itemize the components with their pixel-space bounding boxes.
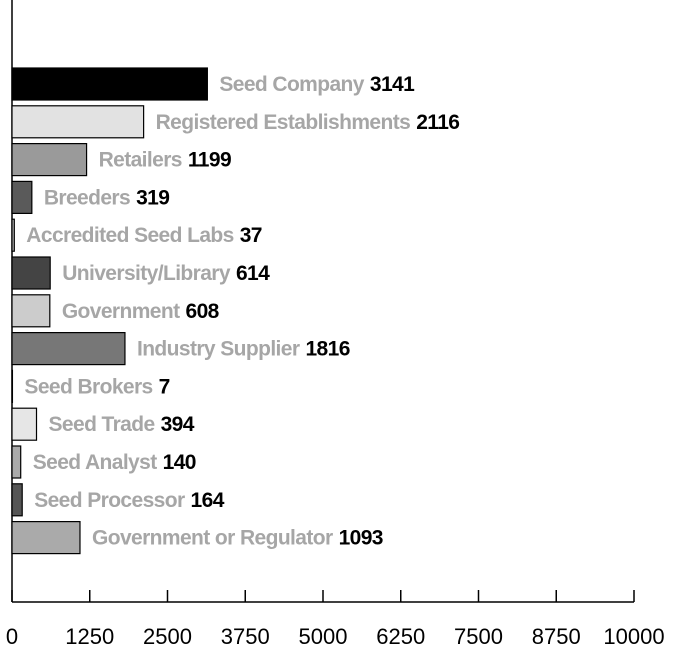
- bar: [11, 294, 51, 328]
- category-label: Accredited Seed Labs: [26, 224, 233, 247]
- x-tick-label: 8750: [532, 624, 581, 649]
- bar: [11, 445, 22, 479]
- bar: [11, 256, 51, 290]
- value-label: 140: [163, 451, 196, 474]
- category-label: Government or Regulator: [92, 526, 333, 549]
- bar-label: University/Library 614: [62, 262, 270, 285]
- value-label: 1199: [188, 148, 231, 171]
- bar-label: Government or Regulator 1093: [92, 526, 383, 549]
- bar-label: Seed Company 3141: [219, 73, 415, 96]
- category-label: Seed Processor: [34, 488, 185, 511]
- x-tick-label: 2500: [143, 624, 192, 649]
- x-tick-label: 6250: [376, 624, 425, 649]
- bar: [11, 483, 23, 517]
- x-tick-label: 5000: [299, 624, 348, 649]
- bar-label: Seed Processor 164: [34, 488, 225, 511]
- category-label: Government: [62, 299, 180, 322]
- bar: [11, 407, 38, 441]
- bar: [11, 67, 208, 101]
- value-label: 7: [159, 375, 170, 398]
- category-label: Seed Trade: [49, 413, 155, 436]
- x-tick-label: 0: [6, 624, 18, 649]
- category-label: Registered Establishments: [156, 110, 411, 133]
- x-tick-label: 7500: [454, 624, 503, 649]
- bar-label: Accredited Seed Labs 37: [26, 224, 262, 247]
- x-tick-label: 3750: [221, 624, 270, 649]
- bar-label: Seed Analyst 140: [33, 451, 196, 474]
- value-label: 319: [136, 186, 169, 209]
- bar-label: Breeders 319: [44, 186, 170, 209]
- bar-label: Seed Trade 394: [49, 413, 195, 436]
- value-label: 164: [191, 488, 225, 511]
- category-label: University/Library: [62, 262, 231, 285]
- bar-label: Industry Supplier 1816: [137, 337, 350, 360]
- value-label: 1816: [305, 337, 349, 360]
- x-tick-label: 10000: [603, 624, 664, 649]
- value-label: 608: [186, 299, 220, 322]
- category-label: Seed Company: [219, 73, 364, 96]
- value-label: 614: [236, 262, 270, 285]
- category-label: Breeders: [44, 186, 130, 209]
- value-label: 2116: [416, 110, 459, 133]
- value-label: 394: [161, 413, 195, 436]
- bar: [11, 520, 81, 555]
- bar-label: Government 608: [62, 299, 220, 322]
- bar-label: Seed Brokers 7: [24, 375, 169, 398]
- value-label: 1093: [339, 526, 383, 549]
- bar: [11, 180, 33, 214]
- bar: [11, 332, 126, 366]
- bar: [11, 143, 88, 177]
- bar-label: Registered Establishments 2116: [156, 110, 460, 133]
- x-tick-label: 1250: [65, 624, 114, 649]
- category-label: Seed Analyst: [33, 451, 158, 474]
- bar-label: Retailers 1199: [99, 148, 232, 171]
- value-label: 37: [240, 224, 262, 247]
- category-label: Industry Supplier: [137, 337, 300, 360]
- value-label: 3141: [370, 73, 415, 96]
- bar: [11, 218, 15, 252]
- category-label: Seed Brokers: [24, 375, 152, 398]
- bar: [11, 105, 145, 139]
- category-label: Retailers: [99, 148, 182, 171]
